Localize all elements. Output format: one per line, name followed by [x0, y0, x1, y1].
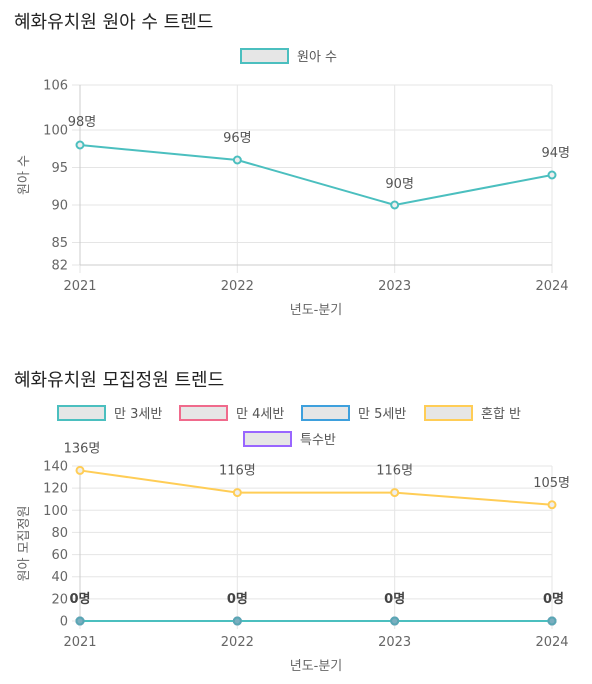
chart2-xtick-label: 2024 [535, 635, 568, 650]
chart2-ytick-label: 100 [43, 504, 68, 519]
chart2-ytick-label: 120 [43, 482, 68, 497]
chart2-series-line [79, 469, 553, 506]
chart2-zero-data-label: 0명 [384, 591, 405, 607]
chart2-data-label: 136명 [64, 441, 101, 456]
chart1-xtick-label: 2024 [535, 279, 568, 294]
chart2-xtick-label: 2021 [63, 635, 96, 650]
chart2-ytick-label: 40 [51, 570, 68, 585]
chart2-data-point [232, 488, 242, 498]
chart1-legend-label: 원아 수 [297, 50, 337, 65]
chart2-data-label: 105명 [533, 476, 570, 491]
chart2-legend-label: 만 3세반 [114, 407, 162, 422]
chart2-legend-swatch [179, 405, 228, 421]
chart1-data-label: 90명 [385, 177, 414, 192]
chart1-ytick-label: 90 [51, 199, 68, 214]
chart2-legend-swatch [301, 405, 350, 421]
chart1-data-point [232, 155, 242, 165]
chart2-data-label: 116명 [376, 464, 413, 479]
chart1-xtick-label: 2023 [378, 279, 411, 294]
chart2-xtick-label: 2023 [378, 635, 411, 650]
chart2-data-point [75, 616, 85, 626]
chart1-xtick-label: 2021 [63, 279, 96, 294]
chart2-legend-label: 혼합 반 [481, 407, 521, 422]
chart2-data-point [547, 500, 557, 510]
chart1-x-axis-title: 년도-분기 [290, 303, 343, 318]
chart2-ytick-label: 80 [51, 526, 68, 541]
chart2-legend-label: 만 5세반 [358, 407, 406, 422]
chart1-y-axis-title: 원아 수 [17, 155, 32, 195]
chart1-data-point [75, 140, 85, 150]
chart1-data-point [390, 200, 400, 210]
chart2-data-point [390, 488, 400, 498]
chart2-x-axis-title: 년도-분기 [290, 659, 343, 674]
chart2-xtick-label: 2022 [221, 635, 254, 650]
chart2-zero-data-label: 0명 [227, 591, 248, 607]
chart2-legend-label: 만 4세반 [236, 407, 284, 422]
chart2-title: 혜화유치원 모집정원 트렌드 [14, 370, 225, 391]
chart2-ytick-label: 0 [60, 615, 68, 630]
chart1-ytick-label: 106 [43, 79, 68, 94]
chart2-legend-swatch [57, 405, 106, 421]
chart2-data-point [547, 616, 557, 626]
chart1-ytick-label: 82 [51, 259, 68, 274]
chart1-data-point [547, 170, 557, 180]
chart1-xtick-label: 2022 [221, 279, 254, 294]
chart1-legend-swatch [240, 48, 289, 64]
chart2-legend-swatch [424, 405, 473, 421]
chart2-data-point [390, 616, 400, 626]
chart1-ytick-label: 100 [43, 124, 68, 139]
chart2-ytick-label: 20 [51, 592, 68, 607]
chart1-ytick-label: 85 [51, 236, 68, 251]
chart1-data-label: 96명 [223, 131, 252, 146]
chart2-data-point [75, 465, 85, 475]
chart2-ytick-label: 60 [51, 548, 68, 563]
chart2-zero-data-label: 0명 [69, 591, 90, 607]
chart2-data-label: 116명 [219, 464, 256, 479]
chart1-title: 혜화유치원 원아 수 트렌드 [14, 12, 214, 33]
chart2-ytick-label: 140 [43, 460, 68, 475]
chart2-legend-swatch [243, 431, 292, 447]
chart2-y-axis-title: 원아 모집정원 [17, 506, 32, 582]
chart1-data-label: 98명 [68, 115, 97, 130]
chart2-legend-label: 특수반 [300, 433, 336, 448]
chart1-series-line [79, 144, 553, 207]
chart2-zero-data-label: 0명 [543, 591, 564, 607]
chart1-ytick-label: 95 [51, 161, 68, 176]
chart1-data-label: 94명 [541, 146, 570, 161]
chart2-data-point [232, 616, 242, 626]
